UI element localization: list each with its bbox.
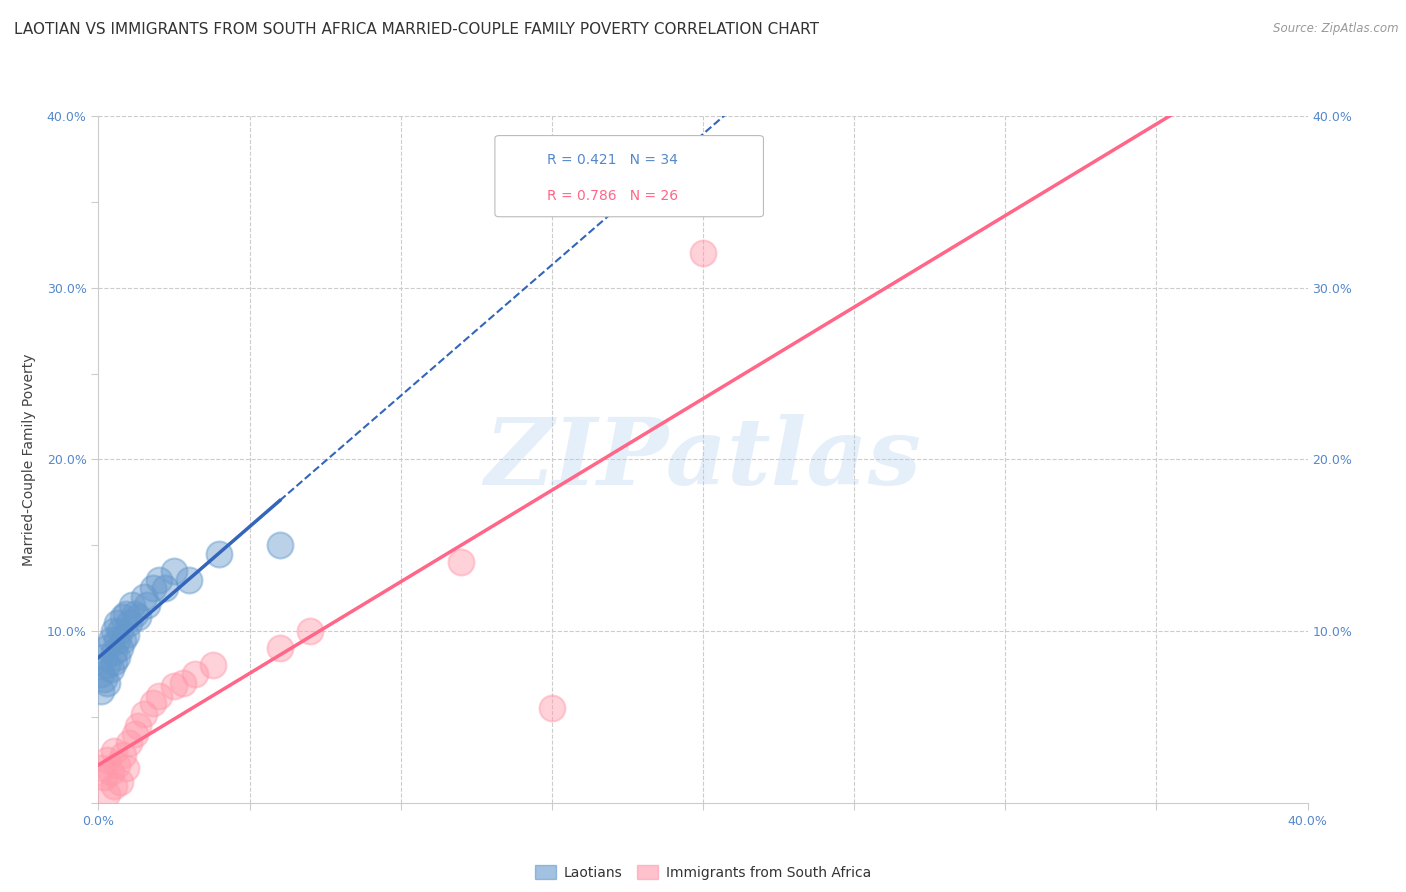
Point <box>100 764 122 779</box>
Point <box>269 641 291 656</box>
Point <box>90 684 112 698</box>
Point <box>96 787 118 801</box>
Point <box>90 762 112 776</box>
Point <box>103 624 125 639</box>
Text: R = 0.421   N = 34: R = 0.421 N = 34 <box>547 153 678 168</box>
Point <box>172 675 194 690</box>
Text: ZIPatlas: ZIPatlas <box>485 415 921 504</box>
Point <box>103 779 125 793</box>
Point <box>114 627 136 641</box>
Point <box>118 615 141 630</box>
Point <box>179 573 201 587</box>
Point <box>105 758 128 772</box>
Point <box>105 649 128 664</box>
Point <box>108 775 131 789</box>
Point <box>142 581 165 595</box>
Point <box>111 747 134 762</box>
Point <box>299 624 322 639</box>
Point <box>108 624 131 639</box>
Point <box>93 770 115 784</box>
Point <box>163 679 186 693</box>
Point <box>153 581 176 595</box>
Point <box>111 632 134 647</box>
Point <box>105 615 128 630</box>
Text: Source: ZipAtlas.com: Source: ZipAtlas.com <box>1274 22 1399 36</box>
Point <box>105 632 128 647</box>
Point <box>93 649 115 664</box>
Point <box>96 675 118 690</box>
Point <box>108 641 131 656</box>
Point <box>100 632 122 647</box>
Point <box>132 590 155 604</box>
Legend: Laotians, Immigrants from South Africa: Laotians, Immigrants from South Africa <box>529 859 877 885</box>
Point <box>148 690 170 704</box>
Y-axis label: Married-Couple Family Poverty: Married-Couple Family Poverty <box>21 353 35 566</box>
Point <box>163 564 186 578</box>
Point <box>127 718 149 732</box>
Point <box>142 696 165 710</box>
Point <box>103 744 125 758</box>
Point <box>184 667 207 681</box>
Point <box>103 645 125 659</box>
Point <box>100 662 122 676</box>
Point <box>132 706 155 721</box>
Point <box>114 762 136 776</box>
Point <box>111 610 134 624</box>
Point <box>93 672 115 686</box>
Point <box>540 701 562 715</box>
Point <box>96 641 118 656</box>
Point <box>692 246 714 260</box>
Point <box>118 736 141 750</box>
Point <box>124 607 146 621</box>
Point <box>90 667 112 681</box>
Point <box>269 538 291 552</box>
Point <box>96 658 118 673</box>
Point <box>103 655 125 669</box>
Point <box>124 727 146 741</box>
Point <box>148 573 170 587</box>
Point <box>135 599 157 613</box>
Point <box>208 547 231 561</box>
Point <box>121 599 143 613</box>
Point <box>127 610 149 624</box>
Point <box>96 753 118 767</box>
Point <box>202 658 225 673</box>
Point <box>114 607 136 621</box>
Text: LAOTIAN VS IMMIGRANTS FROM SOUTH AFRICA MARRIED-COUPLE FAMILY POVERTY CORRELATIO: LAOTIAN VS IMMIGRANTS FROM SOUTH AFRICA … <box>14 22 820 37</box>
Point <box>450 555 472 570</box>
Text: R = 0.786   N = 26: R = 0.786 N = 26 <box>547 189 678 203</box>
